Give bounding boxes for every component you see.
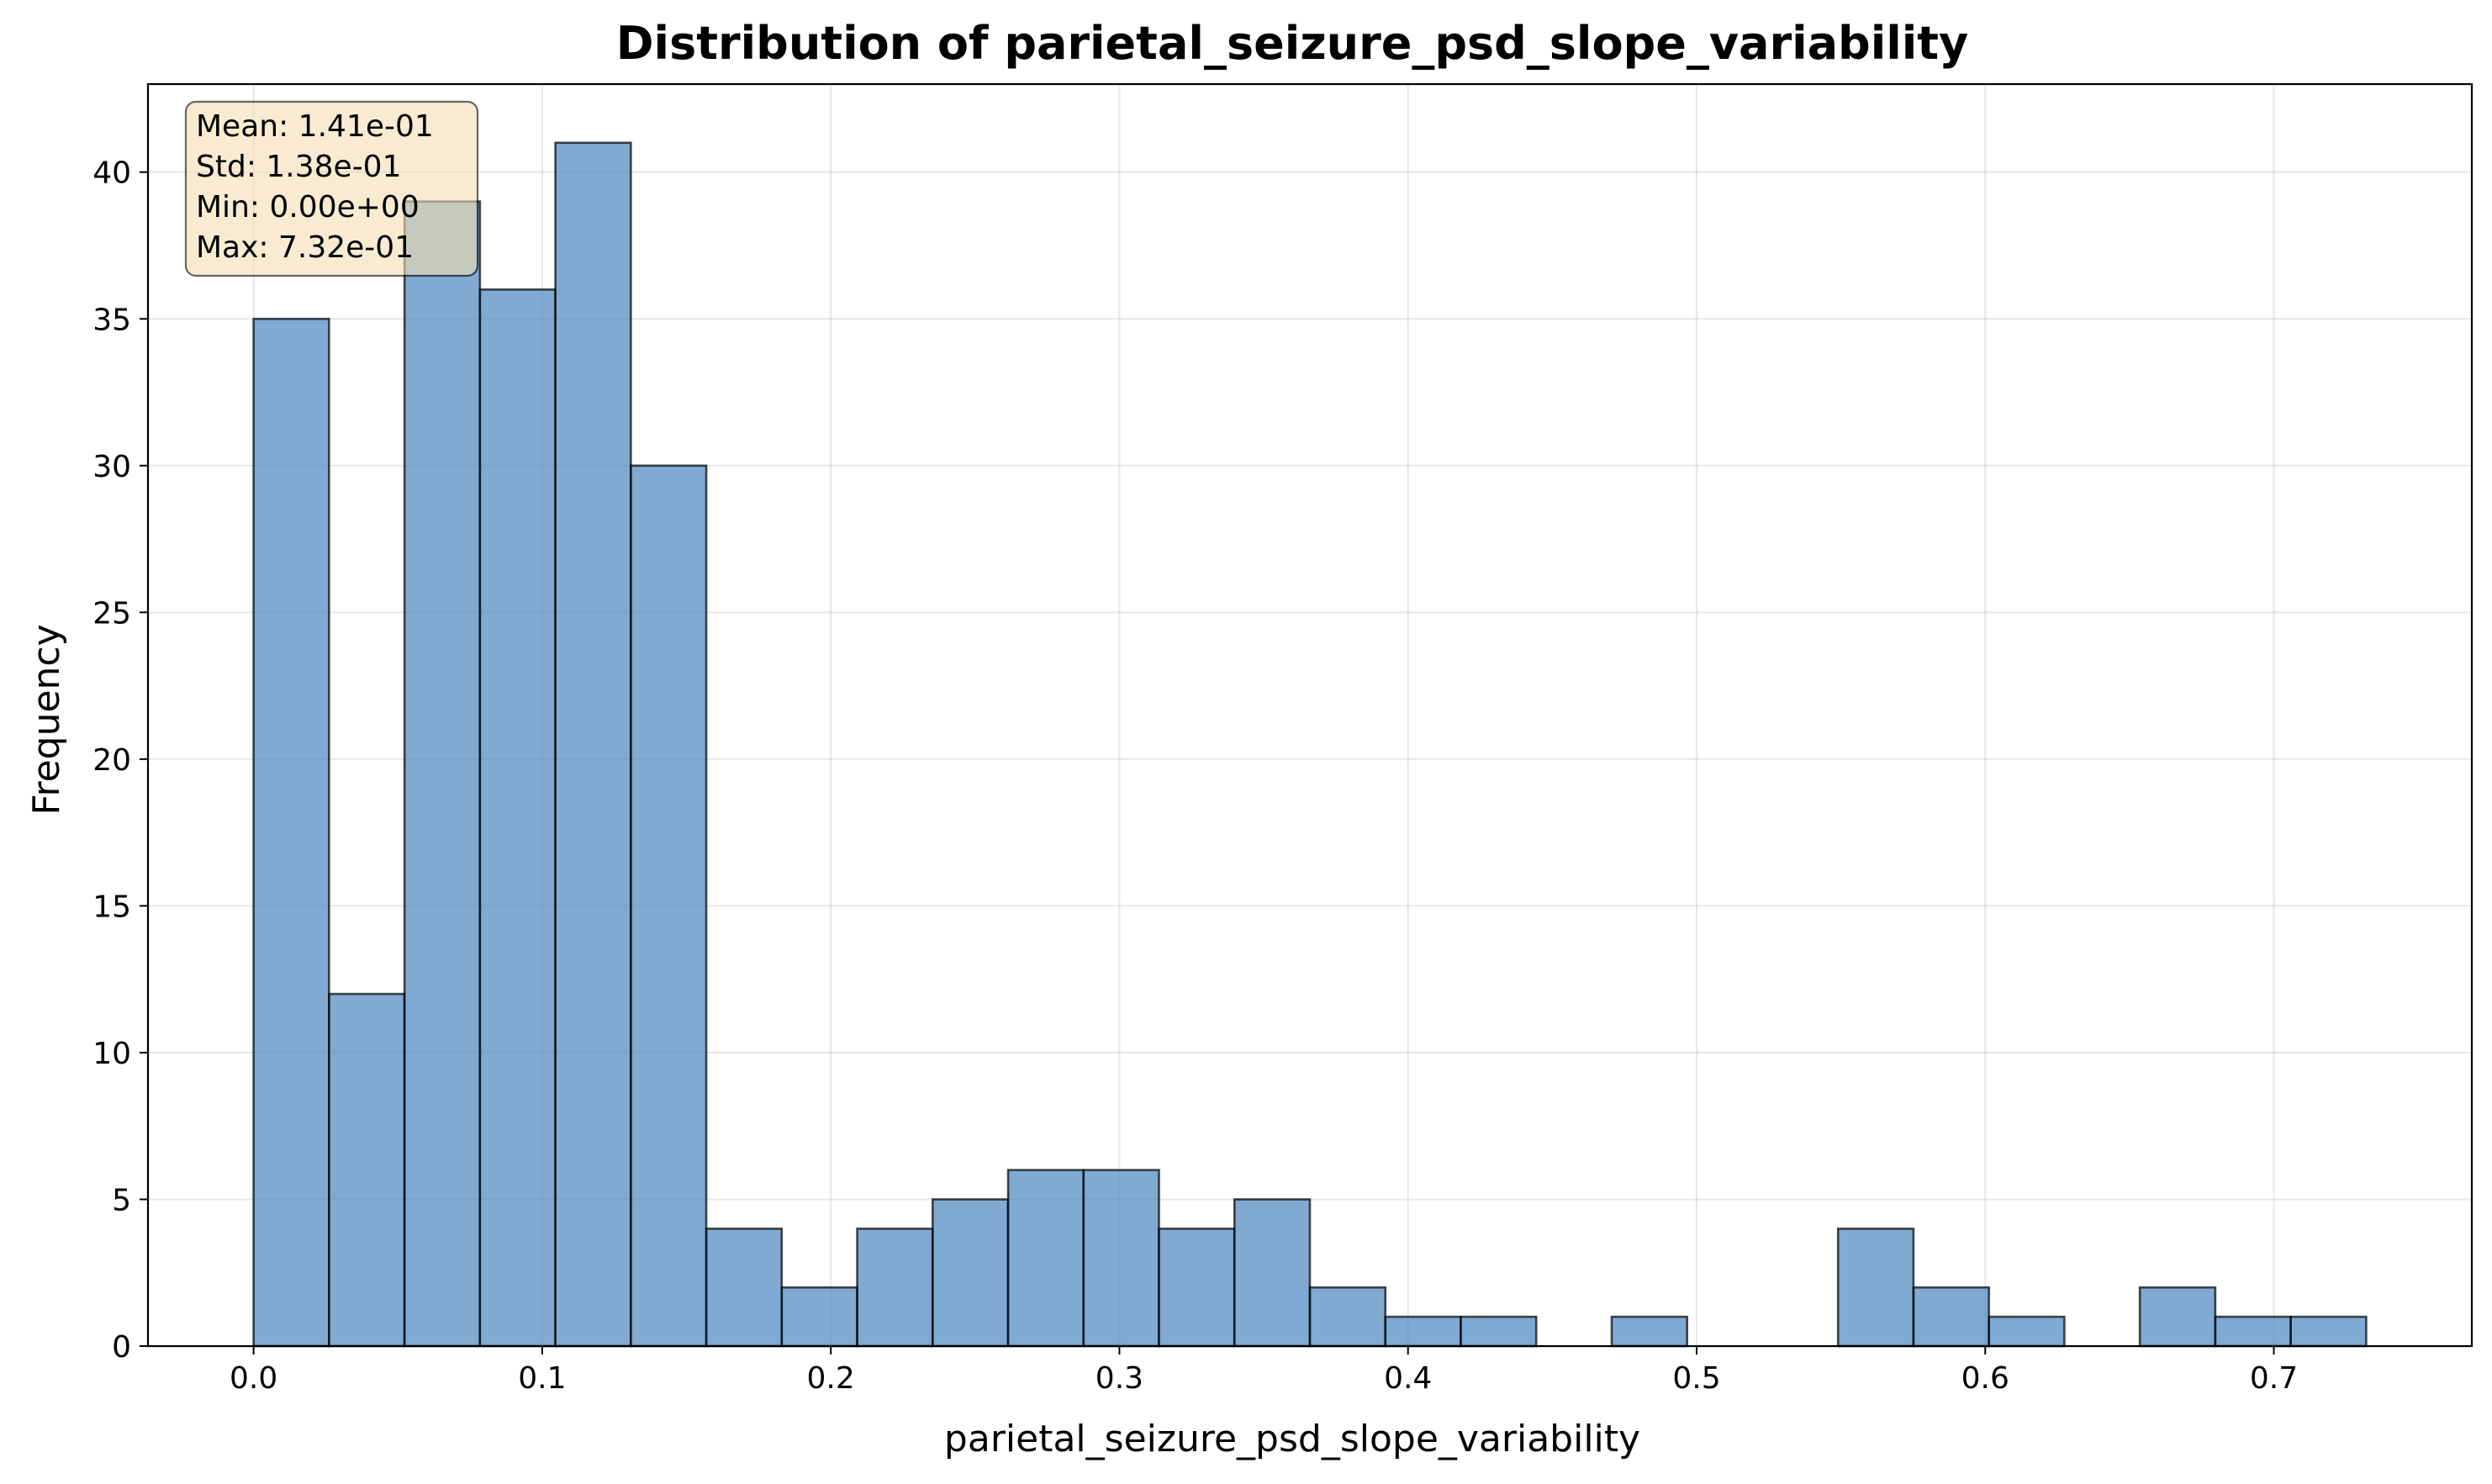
histogram-bar [2138,1286,2217,1348]
y-tick-label: 25 [92,596,131,631]
histogram-bar [2289,1315,2368,1348]
y-axis-label: Frequency [25,624,68,815]
histogram-bar [403,200,482,1348]
y-tick-label: 15 [92,890,131,924]
chart-title: Distribution of parietal_seizure_psd_slo… [616,17,1969,70]
plot-area-frame [146,82,2474,1348]
x-tick-label: 0.0 [230,1361,277,1396]
stats-min: Min: 0.00e+00 [196,190,420,224]
histogram-bar [252,317,330,1348]
x-tick-label: 0.1 [518,1361,566,1396]
histogram-bar [1912,1286,1990,1348]
histogram-bar [1308,1286,1387,1348]
y-tick-label: 0 [112,1330,131,1365]
histogram-bar [630,464,708,1348]
y-tick-label: 30 [92,450,131,484]
stats-box-background [184,100,479,277]
histogram-bar [328,992,406,1348]
x-axis-ticks: 0.0 0.1 0.2 0.3 0.4 0.5 0.6 0.7 [230,1346,2298,1396]
histogram-bar [780,1286,858,1348]
y-tick-label: 10 [92,1037,131,1071]
histogram-bar [705,1228,784,1348]
histogram-bar [1006,1169,1085,1348]
x-tick-label: 0.7 [2250,1361,2298,1396]
histogram-bars [252,141,2368,1348]
histogram-bar [2214,1315,2292,1348]
histogram-bar [1610,1315,1689,1348]
histogram-bar [856,1228,934,1348]
histogram-bar [1836,1228,1915,1348]
histogram-bar [1158,1228,1236,1348]
y-tick-label: 20 [92,743,131,778]
y-tick-label: 40 [92,156,131,191]
x-tick-label: 0.4 [1384,1361,1432,1396]
histogram-bar [554,141,632,1348]
x-tick-label: 0.5 [1672,1361,1720,1396]
histogram-bar [1384,1315,1462,1348]
x-tick-label: 0.3 [1096,1361,1143,1396]
histogram-bar [931,1198,1010,1348]
x-tick-label: 0.2 [807,1361,855,1396]
x-tick-label: 0.6 [1961,1361,2009,1396]
histogram-bar [1460,1315,1538,1348]
y-tick-label: 35 [92,303,131,337]
histogram-bar [478,288,557,1348]
x-axis-label: parietal_seizure_psd_slope_variability [944,1418,1640,1460]
y-axis-ticks: 0 5 10 15 20 25 30 35 40 [92,156,148,1365]
histogram-bar [1988,1315,2066,1348]
y-tick-label: 5 [112,1183,131,1217]
histogram-bar [1082,1169,1160,1348]
stats-mean: Mean: 1.41e-01 [196,109,434,144]
stats-std: Std: 1.38e-01 [196,150,402,184]
histogram-bar [1233,1198,1312,1348]
stats-max: Max: 7.32e-01 [196,230,414,265]
stats-box: Mean: 1.41e-01 Std: 1.38e-01 Min: 0.00e+… [184,100,479,277]
